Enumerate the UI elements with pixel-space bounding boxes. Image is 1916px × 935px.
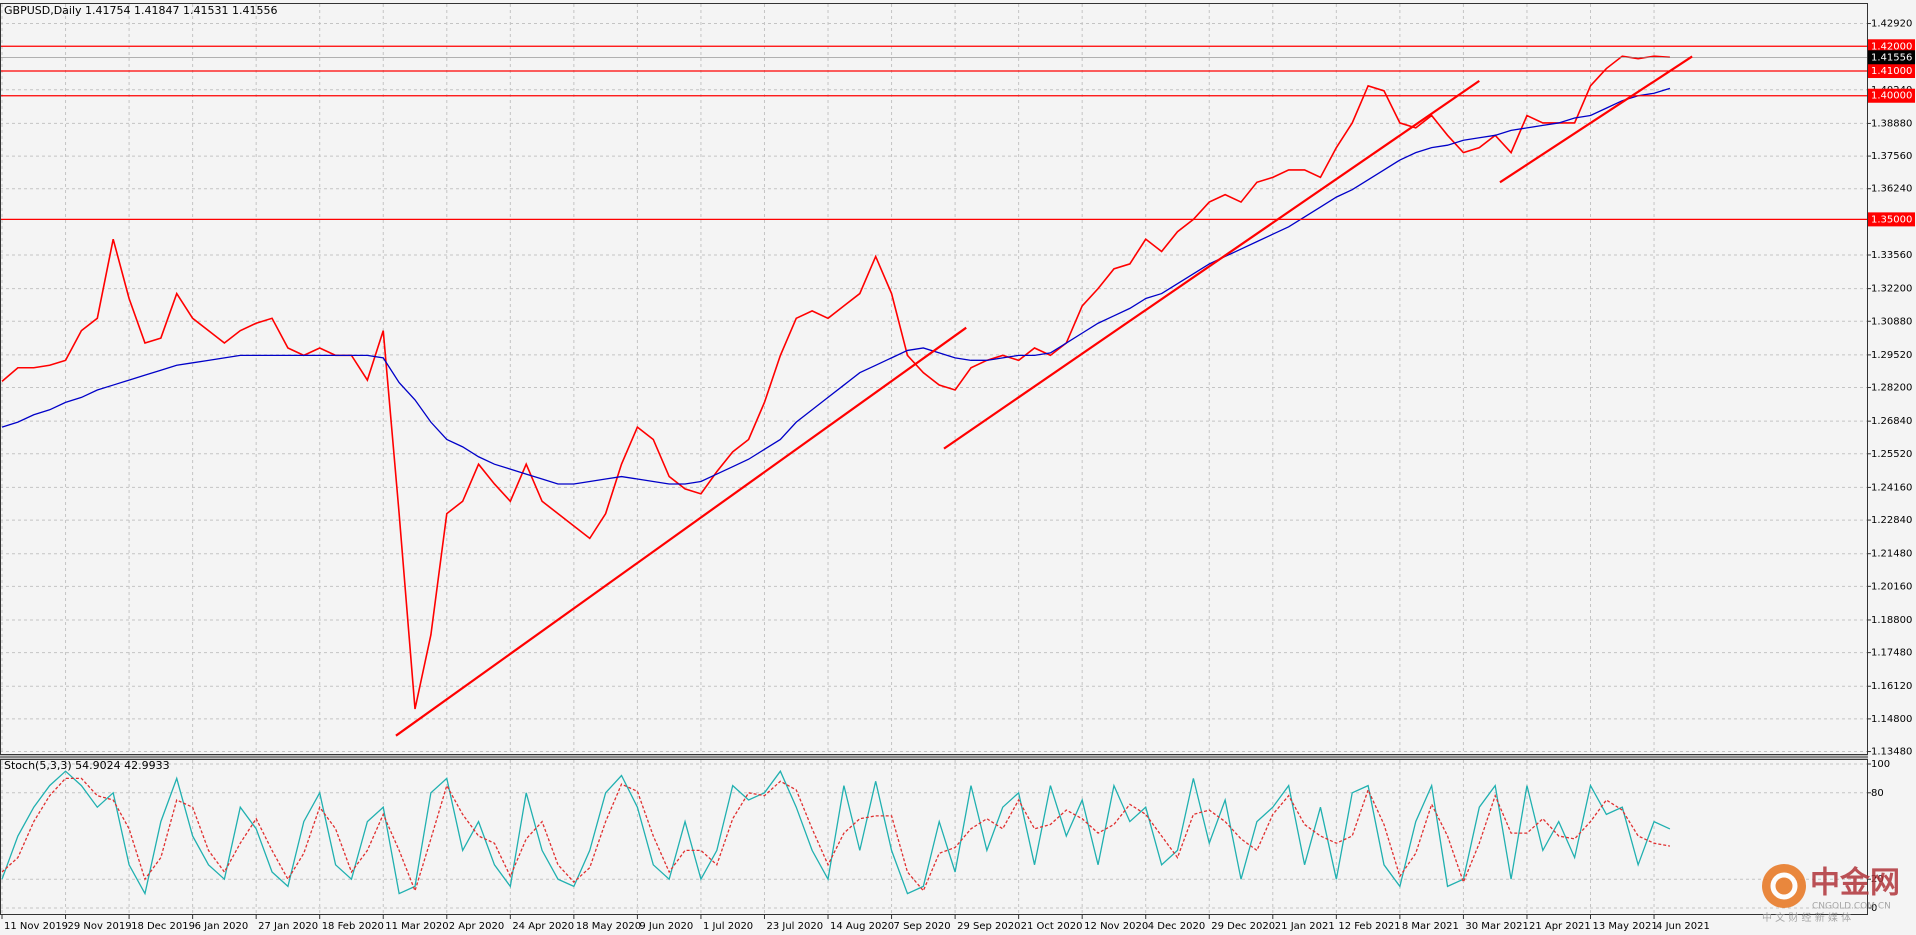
y-tick-label: 1.28200 [1871,383,1912,394]
y-tick-label: 1.26840 [1871,416,1912,427]
x-tick-label: 29 Dec 2020 [1211,921,1275,932]
y-tick-label: 1.14800 [1871,714,1912,725]
stoch-frame [0,759,1868,915]
y-tick-label: 1.24160 [1871,482,1912,493]
x-tick-label: 4 Jun 2021 [1656,921,1710,932]
trend-line [943,79,1480,450]
x-tick-label: 21 Apr 2021 [1529,921,1591,932]
y-tick-label: 1.30880 [1871,316,1912,327]
y-tick-label: 20 [1871,874,1884,885]
axis-layer: 1.13480 1.14800 1.16120 1.17480 1.18800 1.201… [1,19,1915,932]
y-tick-label: 1.42920 [1871,19,1912,30]
x-tick-label: 29 Nov 2019 [68,921,132,932]
y-tick-label: 100 [1871,759,1890,770]
y-tick-label: 1.32200 [1871,284,1912,295]
x-tick-label: 21 Jan 2021 [1275,921,1335,932]
logo-icon [1762,864,1806,908]
trend-line [395,326,967,737]
grid-layer [0,4,1867,914]
x-tick-label: 12 Feb 2021 [1338,921,1400,932]
series-line [1,777,1671,893]
level-label: 1.35000 [1871,214,1912,225]
x-tick-label: 27 Jan 2020 [258,921,318,932]
x-tick-label: 18 Feb 2020 [322,921,384,932]
logo-site: CNGOLD.COM.CN [1812,902,1891,912]
watermark: 中金网 CNGOLD.COM.CN 中 文 财 经 新 媒 体 [1762,864,1900,924]
x-tick-label: 24 Apr 2020 [512,921,574,932]
x-tick-label: 18 Dec 2019 [131,921,195,932]
x-tick-label: 14 Aug 2020 [830,921,894,932]
series-line [1,769,1671,896]
x-tick-label: 13 May 2021 [1593,921,1658,932]
y-tick-label: 80 [1871,788,1884,799]
y-tick-label: 1.20160 [1871,581,1912,592]
series-line [1,87,1671,485]
series-line [1,55,1670,710]
y-tick-label: 1.33560 [1871,250,1912,261]
trend-line [1499,55,1693,184]
x-tick-label: 29 Sep 2020 [957,921,1020,932]
x-tick-label: 21 Oct 2020 [1021,921,1083,932]
logo-slogan: 中 文 财 经 新 媒 体 [1762,911,1851,924]
x-tick-label: 7 Sep 2020 [894,921,951,932]
stoch-title: Stoch(5,3,3) 54.9024 42.9933 [4,759,170,772]
y-tick-label: 1.25520 [1871,449,1912,460]
x-tick-label: 4 Dec 2020 [1148,921,1206,932]
x-tick-label: 18 May 2020 [576,921,641,932]
level-label-box [1868,39,1915,54]
x-tick-label: 9 Jun 2020 [639,921,693,932]
chart-title: GBPUSD,Daily 1.41754 1.41847 1.41531 1.4… [4,4,277,17]
x-tick-label: 12 Nov 2020 [1084,921,1148,932]
level-label-box [1868,64,1915,79]
y-tick-label: 1.16120 [1871,681,1912,692]
y-tick-label: 1.18800 [1871,615,1912,626]
x-tick-label: 1 Jul 2020 [703,921,753,932]
x-tick-label: 11 Nov 2019 [4,921,68,932]
level-label: 1.42000 [1871,41,1912,52]
main-frame [0,3,1868,755]
y-tick-label: 1.13480 [1871,747,1912,758]
level-label-box [1868,88,1915,103]
level-label-box [1868,212,1915,227]
x-tick-label: 2 Apr 2020 [449,921,504,932]
y-tick-label: 1.17480 [1871,648,1912,659]
last-price-box [1868,50,1915,65]
y-tick-label: 1.36240 [1871,184,1912,195]
y-tick-label: 1.29520 [1871,350,1912,361]
y-tick-label: 1.38880 [1871,118,1912,129]
x-tick-label: 8 Mar 2021 [1402,921,1459,932]
x-tick-label: 6 Jan 2020 [195,921,249,932]
y-tick-label: 1.37560 [1871,151,1912,162]
y-tick-label: 0 [1871,903,1877,914]
x-tick-label: 11 Mar 2020 [385,921,448,932]
logo-mark [1770,872,1798,900]
logo-text: 中金网 [1810,866,1900,901]
x-tick-label: 23 Jul 2020 [766,921,823,932]
level-label: 1.41000 [1871,66,1912,77]
level-label: 1.40000 [1871,91,1912,102]
y-tick-label: 1.21480 [1871,549,1912,560]
x-tick-label: 30 Mar 2021 [1465,921,1528,932]
last-price-label: 1.41556 [1871,52,1912,63]
data-layer [0,45,1867,896]
y-tick-label: 1.22840 [1871,515,1912,526]
